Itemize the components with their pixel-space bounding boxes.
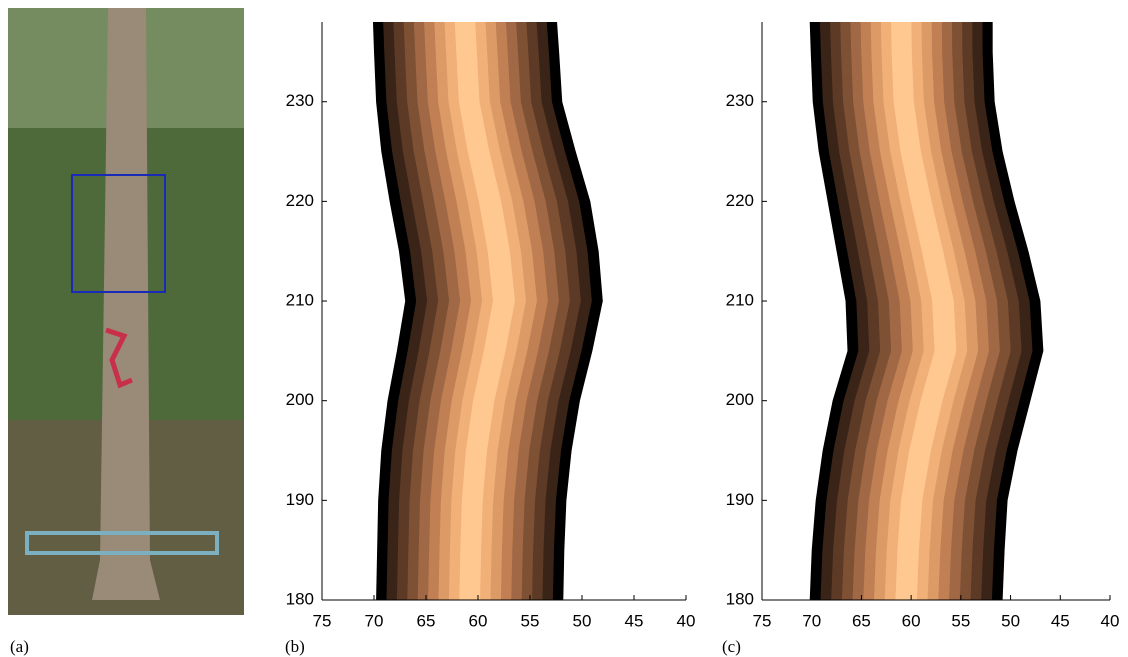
panel-label: (b) xyxy=(285,637,305,656)
photo xyxy=(8,8,244,615)
x-tick-label: 50 xyxy=(573,611,592,630)
y-tick-label: 190 xyxy=(726,490,754,509)
x-tick-label: 70 xyxy=(365,611,384,630)
y-tick-label: 210 xyxy=(726,291,754,310)
y-tick-label: 200 xyxy=(726,390,754,409)
figure: (a) 180 190 200 210 220 230 75 70 65 60 55 50 45 40 (b… xyxy=(0,0,1128,657)
x-tick-label: 65 xyxy=(417,611,436,630)
y-tick-label: 180 xyxy=(286,589,314,608)
panel-label: (a) xyxy=(10,637,29,656)
x-tick-label: 45 xyxy=(1051,611,1070,630)
y-tick-label: 220 xyxy=(286,191,314,210)
y-tick-label: 210 xyxy=(286,291,314,310)
x-tick-label: 40 xyxy=(677,611,696,630)
x-tick-label: 50 xyxy=(1001,611,1020,630)
x-tick-label: 70 xyxy=(802,611,821,630)
x-tick-label: 75 xyxy=(753,611,772,630)
x-tick-label: 40 xyxy=(1101,611,1120,630)
y-tick-label: 230 xyxy=(726,91,754,110)
x-tick-label: 55 xyxy=(951,611,970,630)
x-tick-label: 55 xyxy=(521,611,540,630)
y-tick-label: 200 xyxy=(286,390,314,409)
y-tick-label: 190 xyxy=(286,490,314,509)
y-tick-label: 230 xyxy=(286,91,314,110)
y-tick-label: 180 xyxy=(726,589,754,608)
x-tick-label: 65 xyxy=(852,611,871,630)
x-tick-label: 60 xyxy=(902,611,921,630)
y-tick-label: 220 xyxy=(726,191,754,210)
x-tick-label: 60 xyxy=(469,611,488,630)
x-tick-label: 45 xyxy=(625,611,644,630)
x-tick-label: 75 xyxy=(313,611,332,630)
panel-label: (c) xyxy=(722,637,741,656)
